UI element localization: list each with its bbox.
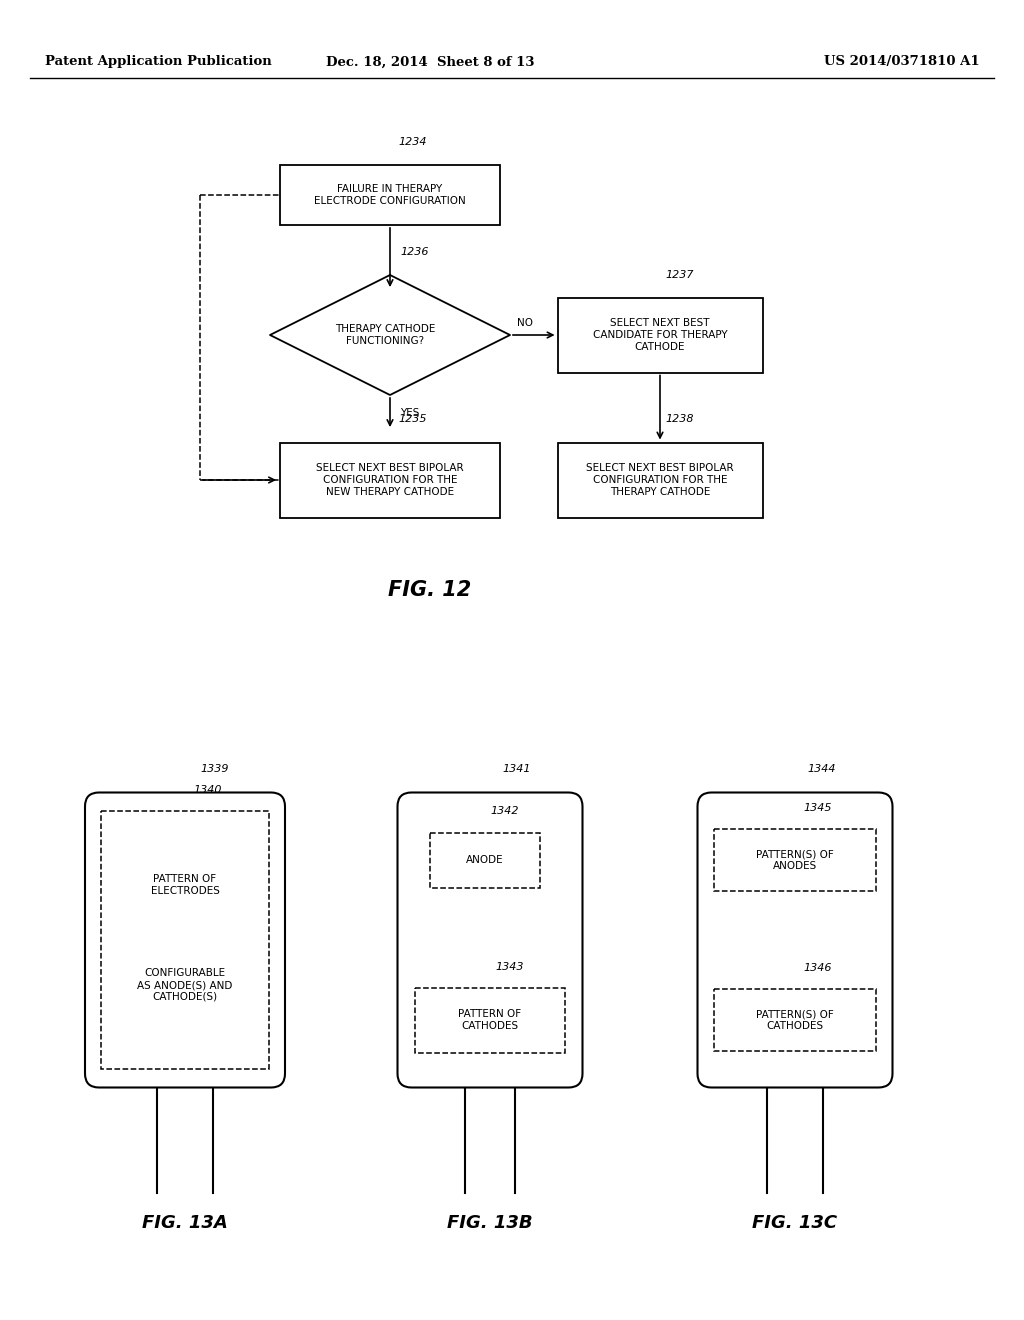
Text: THERAPY CATHODE
FUNCTIONING?: THERAPY CATHODE FUNCTIONING? [335,325,435,346]
FancyBboxPatch shape [697,792,893,1088]
Text: NO: NO [517,318,534,327]
Text: SELECT NEXT BEST BIPOLAR
CONFIGURATION FOR THE
THERAPY CATHODE: SELECT NEXT BEST BIPOLAR CONFIGURATION F… [586,463,734,496]
Text: SELECT NEXT BEST
CANDIDATE FOR THERAPY
CATHODE: SELECT NEXT BEST CANDIDATE FOR THERAPY C… [593,318,727,351]
Text: 1342: 1342 [490,807,518,817]
Text: 1235: 1235 [398,414,427,425]
FancyBboxPatch shape [85,792,285,1088]
Text: FIG. 13C: FIG. 13C [753,1213,838,1232]
Text: 1236: 1236 [400,247,428,257]
Text: SELECT NEXT BEST BIPOLAR
CONFIGURATION FOR THE
NEW THERAPY CATHODE: SELECT NEXT BEST BIPOLAR CONFIGURATION F… [316,463,464,496]
Text: FIG. 13B: FIG. 13B [447,1213,532,1232]
Text: 1339: 1339 [200,764,228,775]
Bar [280,442,500,517]
Text: FIG. 12: FIG. 12 [388,579,472,601]
FancyBboxPatch shape [397,792,583,1088]
Text: 1238: 1238 [665,414,693,425]
Text: PATTERN OF
ELECTRODES: PATTERN OF ELECTRODES [151,874,219,896]
Text: 1237: 1237 [665,269,693,280]
Text: 1341: 1341 [502,764,530,775]
Text: Patent Application Publication: Patent Application Publication [45,55,271,69]
Text: 1343: 1343 [495,961,523,972]
Text: 1344: 1344 [807,764,836,775]
Text: US 2014/0371810 A1: US 2014/0371810 A1 [824,55,980,69]
Text: YES: YES [400,408,420,418]
Bar [101,810,269,1069]
Bar [714,989,876,1051]
Bar [714,829,876,891]
Text: FAILURE IN THERAPY
ELECTRODE CONFIGURATION: FAILURE IN THERAPY ELECTRODE CONFIGURATI… [314,185,466,206]
Text: 1345: 1345 [803,803,831,813]
Bar [557,442,763,517]
Text: 1340: 1340 [193,785,221,795]
Text: FIG. 13A: FIG. 13A [142,1213,228,1232]
Text: 1346: 1346 [803,964,831,973]
Bar [415,987,565,1052]
Text: PATTERN(S) OF
CATHODES: PATTERN(S) OF CATHODES [756,1010,834,1031]
Text: PATTERN OF
CATHODES: PATTERN OF CATHODES [459,1010,521,1031]
Text: PATTERN(S) OF
ANODES: PATTERN(S) OF ANODES [756,849,834,871]
Bar [430,833,540,887]
Polygon shape [270,275,510,395]
Text: Dec. 18, 2014  Sheet 8 of 13: Dec. 18, 2014 Sheet 8 of 13 [326,55,535,69]
Text: CONFIGURABLE
AS ANODE(S) AND
CATHODE(S): CONFIGURABLE AS ANODE(S) AND CATHODE(S) [137,969,232,1002]
Bar [557,297,763,372]
Text: ANODE: ANODE [466,855,504,865]
Text: 1234: 1234 [398,137,427,147]
Bar [280,165,500,224]
